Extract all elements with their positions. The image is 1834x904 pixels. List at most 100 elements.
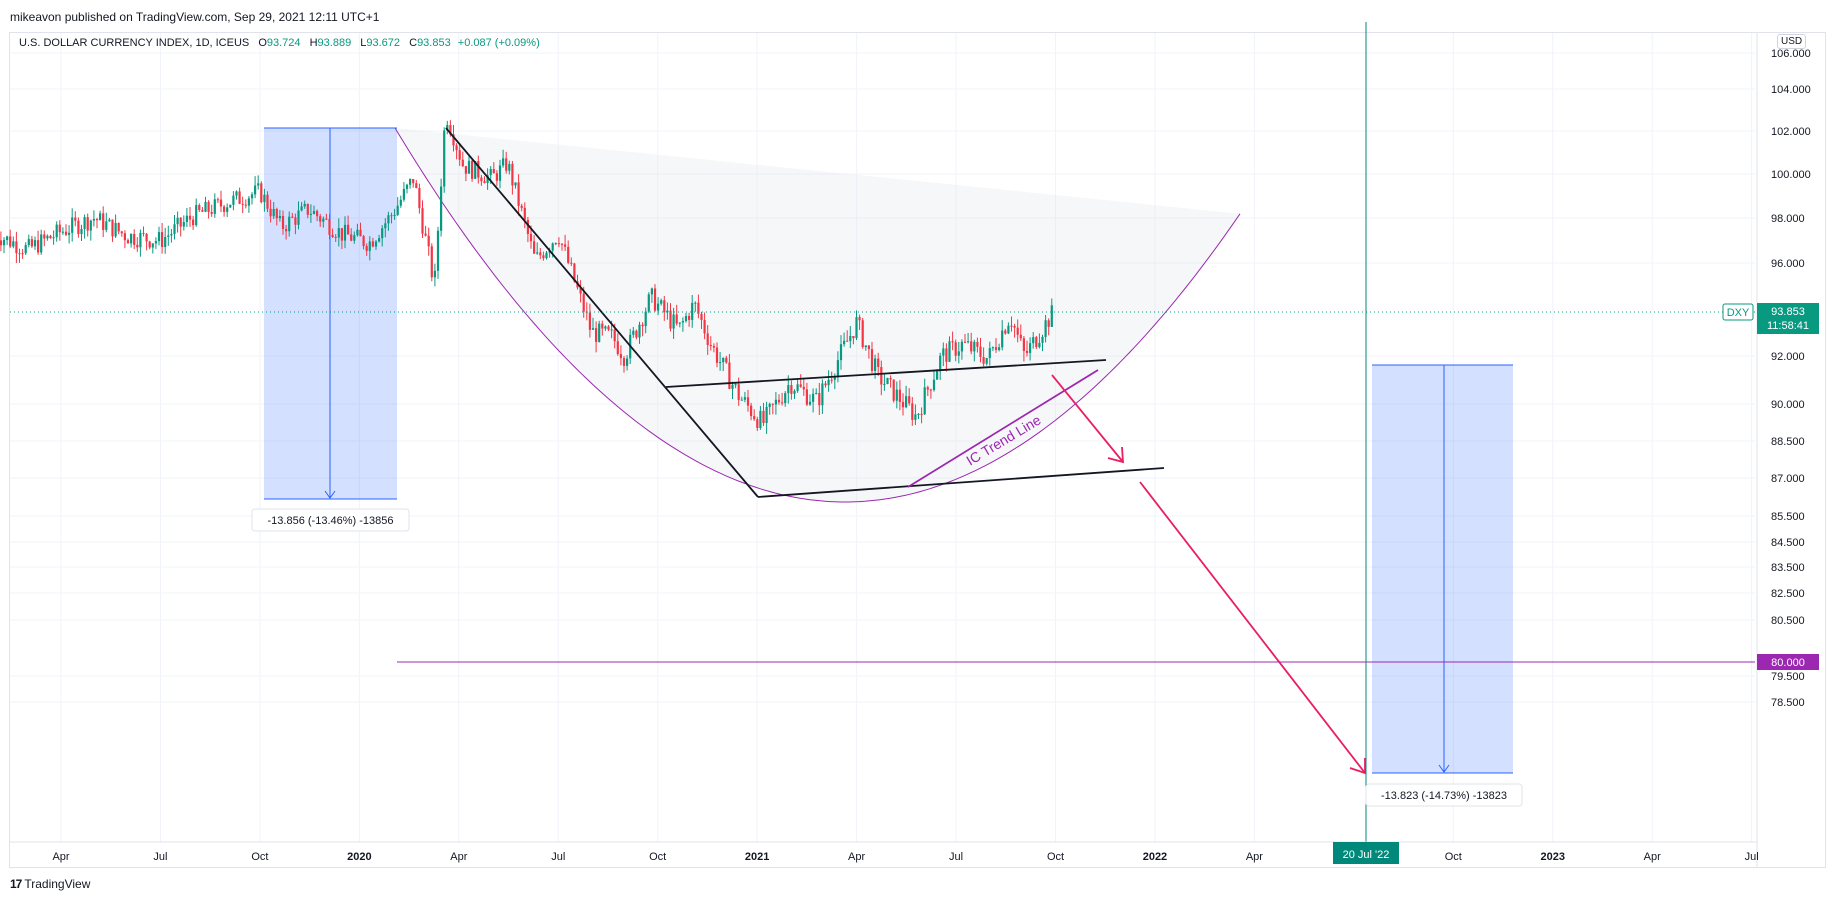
candle-body-327 bbox=[1007, 325, 1010, 334]
upper-channel-line bbox=[665, 359, 1107, 388]
candle-body-107 bbox=[325, 218, 328, 220]
cup-curve bbox=[394, 127, 1241, 503]
candle-body-121 bbox=[368, 241, 371, 251]
candle-body-71 bbox=[213, 199, 216, 214]
candle-body-92 bbox=[278, 215, 281, 219]
candle-body-24 bbox=[68, 232, 71, 235]
currency-badge[interactable]: USD bbox=[1777, 34, 1807, 49]
candle-body-247 bbox=[759, 410, 762, 428]
candle-body-282 bbox=[867, 345, 870, 350]
candle-body-235 bbox=[722, 357, 725, 363]
candle-body-100 bbox=[303, 203, 306, 207]
candle-body-56 bbox=[167, 235, 170, 237]
y-tick-label-1: 104.000 bbox=[1771, 84, 1811, 96]
candle-body-265 bbox=[815, 392, 818, 394]
candle-body-144 bbox=[440, 186, 443, 231]
candle-body-264 bbox=[812, 393, 815, 402]
candle-body-290 bbox=[892, 379, 895, 401]
candle-body-339 bbox=[1044, 320, 1047, 337]
low-label: L bbox=[360, 37, 367, 49]
candle-body-200 bbox=[613, 329, 616, 342]
candle-body-239 bbox=[734, 384, 737, 386]
candle-body-145 bbox=[443, 130, 446, 187]
candle-body-116 bbox=[353, 235, 356, 241]
candle-body-315 bbox=[970, 341, 973, 352]
candle-body-28 bbox=[80, 228, 83, 235]
x-tick-label-12: Apr bbox=[1246, 851, 1263, 863]
candle-body-37 bbox=[108, 219, 111, 222]
candle-body-89 bbox=[269, 208, 272, 217]
measure-box-1 bbox=[264, 127, 397, 500]
candle-body-178 bbox=[545, 252, 548, 259]
candle-body-84 bbox=[254, 185, 257, 195]
candle-body-307 bbox=[945, 348, 948, 362]
candle-body-195 bbox=[598, 323, 601, 342]
candle-body-117 bbox=[356, 229, 359, 236]
y-tick-label-12: 83.500 bbox=[1771, 562, 1805, 574]
candle-body-78 bbox=[235, 191, 238, 196]
candle-body-203 bbox=[622, 358, 626, 366]
candle-body-19 bbox=[52, 237, 55, 239]
symbol-badge-text: DXY bbox=[1727, 307, 1750, 319]
candle-body-90 bbox=[272, 208, 275, 217]
candle-body-292 bbox=[898, 389, 901, 402]
candle-body-281 bbox=[864, 345, 867, 348]
instrument-title[interactable]: U.S. DOLLAR CURRENCY INDEX, 1D, ICEUS bbox=[19, 37, 250, 49]
last-price-badge-bg bbox=[1757, 303, 1819, 334]
candle-body-222 bbox=[681, 321, 684, 323]
tradingview-logo[interactable]: 17 TradingView bbox=[10, 877, 90, 891]
candle-body-289 bbox=[889, 378, 892, 380]
candle-body-248 bbox=[762, 410, 765, 424]
change-value: +0.087 (+0.09%) bbox=[457, 37, 540, 49]
candle-body-187 bbox=[573, 263, 576, 282]
candle-body-152 bbox=[464, 166, 467, 174]
candle-body-55 bbox=[164, 236, 167, 247]
candle-body-62 bbox=[185, 215, 188, 222]
candle-body-154 bbox=[471, 160, 474, 179]
candle-body-68 bbox=[204, 201, 207, 212]
y-tick-label-13: 82.500 bbox=[1771, 588, 1805, 600]
candle-body-53 bbox=[157, 232, 161, 242]
candle-body-221 bbox=[678, 322, 681, 324]
candle-body-32 bbox=[92, 218, 95, 221]
candle-body-336 bbox=[1035, 337, 1038, 348]
candle-body-23 bbox=[64, 231, 68, 235]
candle-body-128 bbox=[390, 215, 393, 217]
candle-body-313 bbox=[963, 341, 967, 343]
x-tick-label-9: Jul bbox=[949, 851, 963, 863]
candle-body-30 bbox=[86, 217, 89, 231]
candle-body-296 bbox=[911, 403, 914, 420]
candle-body-61 bbox=[182, 221, 185, 227]
logo-text: TradingView bbox=[24, 877, 91, 891]
candle-body-308 bbox=[948, 341, 951, 362]
candle-body-258 bbox=[793, 390, 796, 394]
y-tick-label-5: 96.000 bbox=[1771, 258, 1805, 270]
candle-body-93 bbox=[281, 215, 285, 229]
candle-body-324 bbox=[998, 347, 1001, 350]
candle-body-74 bbox=[223, 206, 226, 212]
candle-body-88 bbox=[266, 194, 269, 209]
logo-mark-icon: 17 bbox=[10, 877, 22, 891]
candle-body-306 bbox=[942, 348, 945, 356]
candle-body-229 bbox=[703, 320, 706, 334]
candle-body-283 bbox=[870, 349, 874, 371]
candle-body-305 bbox=[939, 355, 942, 372]
candle-body-13 bbox=[33, 240, 37, 247]
candle-body-185 bbox=[567, 246, 570, 263]
candle-body-213 bbox=[653, 288, 657, 311]
candle-body-79 bbox=[238, 191, 241, 204]
close-value: 93.853 bbox=[417, 37, 451, 49]
x-tick-label-13: Oct bbox=[1445, 851, 1462, 863]
candle-body-143 bbox=[436, 230, 440, 271]
candle-body-189 bbox=[579, 287, 582, 294]
x-tick-label-10: Oct bbox=[1047, 851, 1064, 863]
candle-body-157 bbox=[480, 177, 483, 182]
cursor-date-text: 20 Jul '22 bbox=[1343, 849, 1390, 861]
last-price-text: 93.853 bbox=[1771, 306, 1805, 318]
candle-body-131 bbox=[399, 199, 402, 206]
candle-body-230 bbox=[706, 333, 709, 346]
candle-body-48 bbox=[142, 232, 145, 234]
candle-body-142 bbox=[433, 270, 436, 278]
candle-body-81 bbox=[244, 204, 247, 206]
